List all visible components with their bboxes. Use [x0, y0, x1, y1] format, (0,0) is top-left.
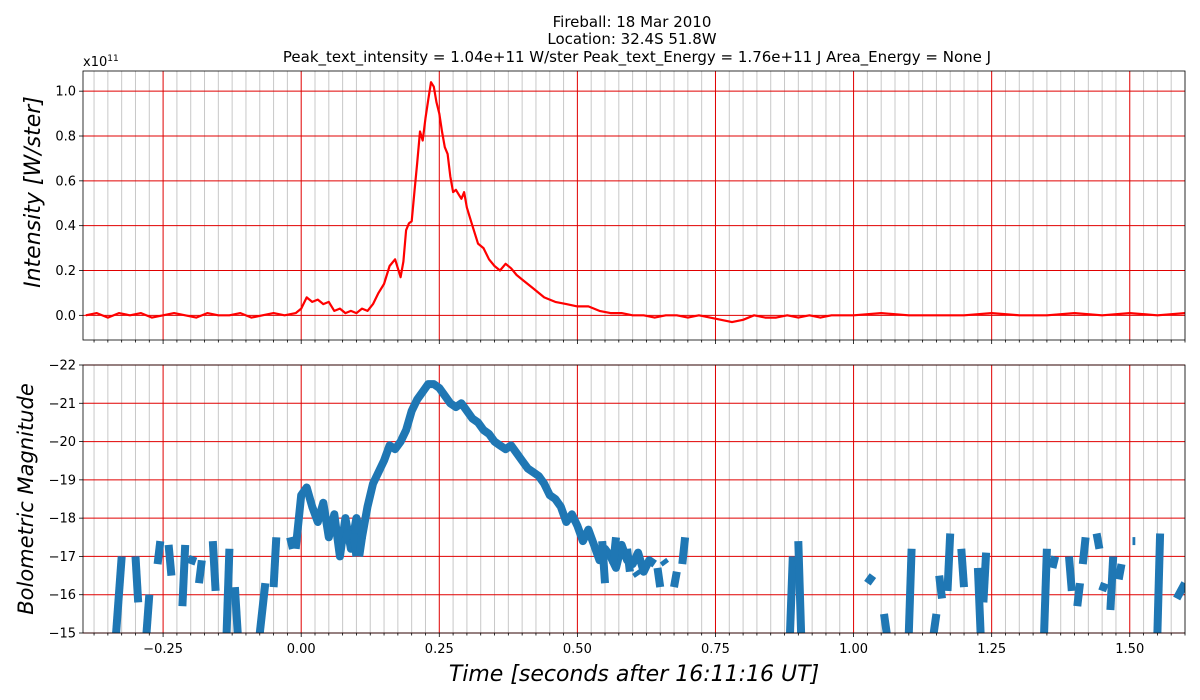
- y-tick-label: −15: [49, 627, 76, 642]
- magnitude-segment: [230, 586, 242, 633]
- magnitude-segment: [598, 540, 609, 584]
- intensity-y-axis-label: Intensity [W/ster]: [21, 96, 46, 288]
- magnitude-segment: [864, 573, 877, 586]
- chart-title: Fireball: 18 Mar 2010 Location: 32.4S 51…: [283, 13, 991, 67]
- intensity-line: [85, 81, 1185, 324]
- magnitude-segment: [935, 575, 946, 599]
- x-tick-label: 1.00: [839, 642, 868, 657]
- magnitude-y-axis-label: Bolometric Magnitude: [14, 383, 38, 615]
- magnitude-segment: [1048, 555, 1060, 569]
- x-tick-label: 1.25: [977, 642, 1006, 657]
- magnitude-segment: [943, 533, 955, 592]
- x-tick-label: 0.75: [701, 642, 730, 657]
- magnitude-segment: [269, 537, 281, 588]
- magnitude-segment: [678, 536, 690, 565]
- magnitude-segment: [208, 540, 220, 592]
- magnitude-segment: [632, 569, 642, 578]
- y-tick-label: −17: [49, 550, 76, 565]
- magnitude-segment: [1078, 536, 1090, 565]
- magnitude-main-line: [291, 380, 657, 576]
- y-tick-label: 0.2: [55, 264, 76, 279]
- magnitude-segment: [1114, 563, 1126, 581]
- y-tick-label: −16: [49, 588, 76, 603]
- magnitude-segment: [286, 536, 297, 550]
- magnitude-panel: −22 −21 −20 −19 −18 −17 −16 −15 −0.25 0.00 0.25 0.…: [14, 359, 1186, 687]
- magnitude-segment: [653, 567, 665, 588]
- magnitude-segment: [195, 559, 206, 584]
- intensity-grid: [83, 71, 1186, 340]
- magnitude-segment: [1106, 556, 1118, 611]
- magnitude-segment: [880, 613, 891, 633]
- magnitude-segment: [794, 540, 806, 633]
- y-tick-label: −20: [49, 435, 76, 450]
- magnitude-grid: [83, 364, 1186, 634]
- magnitude-segment: [1092, 532, 1104, 550]
- magnitude-y-ticks: −22 −21 −20 −19 −18 −17 −16 −15: [49, 359, 83, 642]
- magnitude-segment: [609, 536, 620, 565]
- magnitude-segment: [929, 613, 941, 633]
- intensity-series: [85, 81, 1185, 324]
- magnitude-segment: [973, 567, 985, 633]
- intensity-panel: 0.0 0.2 0.4 0.6 0.8 1.0 x1011 Intensity [W/st…: [21, 54, 1186, 344]
- magnitude-segment: [979, 552, 991, 603]
- magnitude-segment: [623, 548, 634, 573]
- intensity-x-ticks: [93, 340, 1186, 344]
- magnitude-segment: [1173, 581, 1185, 601]
- y-tick-label: 0.4: [55, 219, 76, 234]
- x-tick-label: 1.50: [1115, 642, 1144, 657]
- intensity-y-ticks: 0.0 0.2 0.4 0.6 0.8 1.0: [55, 85, 83, 324]
- y-tick-label: 0.0: [55, 309, 76, 324]
- x-tick-label: −0.25: [143, 642, 183, 657]
- intensity-axes-frame: [82, 70, 1186, 341]
- title-line-3: Peak_text_intensity = 1.04e+11 W/ster Pe…: [283, 48, 991, 67]
- magnitude-segment: [1073, 582, 1084, 607]
- x-tick-label: 0.00: [287, 642, 316, 657]
- magnitude-segment: [904, 548, 916, 633]
- magnitude-segment: [957, 548, 968, 588]
- y-tick-label: 0.8: [55, 130, 76, 145]
- magnitude-segment: [1040, 548, 1051, 633]
- magnitude-segment: [178, 544, 190, 607]
- magnitude-series: [112, 380, 1185, 633]
- magnitude-segment: [670, 570, 681, 588]
- y-tick-label: −22: [49, 359, 76, 374]
- magnitude-segment: [164, 544, 176, 576]
- magnitude-segment: [131, 556, 143, 603]
- magnitude-segment: [112, 556, 126, 633]
- magnitude-segment: [1098, 581, 1109, 593]
- magnitude-x-ticks: −0.25 0.00 0.25 0.50 0.75 1.00 1.25 1.50: [93, 633, 1186, 657]
- magnitude-segment: [255, 582, 270, 633]
- magnitude-segment: [786, 556, 797, 633]
- y-tick-label: −19: [49, 473, 76, 488]
- magnitude-segment: [222, 548, 234, 633]
- magnitude-segment: [186, 555, 198, 566]
- magnitude-segment: [659, 557, 670, 567]
- magnitude-axes-frame: [82, 364, 1186, 634]
- title-line-2: Location: 32.4S 51.8W: [547, 30, 716, 48]
- title-line-1: Fireball: 18 Mar 2010: [553, 13, 712, 31]
- x-axis-label: Time [seconds after 16:11:16 UT]: [449, 662, 819, 687]
- y-tick-label: 0.6: [55, 174, 76, 189]
- intensity-y-multiplier: x1011: [83, 54, 119, 70]
- magnitude-segment: [1065, 556, 1076, 592]
- magnitude-segment: [1153, 533, 1165, 633]
- magnitude-segment: [153, 540, 165, 565]
- x-tick-label: 0.50: [563, 642, 592, 657]
- y-tick-label: −18: [49, 512, 76, 527]
- y-tick-label: −21: [49, 397, 76, 412]
- magnitude-segment: [142, 594, 154, 633]
- x-tick-label: 0.25: [425, 642, 454, 657]
- magnitude-segment: [341, 528, 352, 543]
- magnitude-segment: [355, 536, 366, 557]
- y-tick-label: 1.0: [55, 85, 76, 100]
